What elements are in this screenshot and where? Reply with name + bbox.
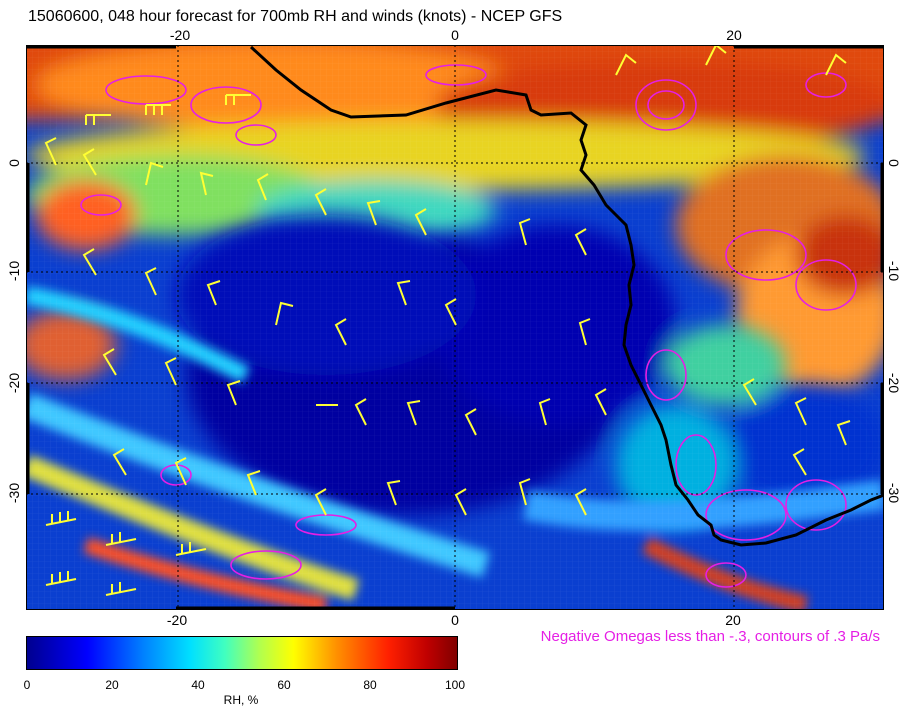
lon-tick-bottom: -20 bbox=[166, 612, 188, 628]
page-title: 15060600, 048 hour forecast for 700mb RH… bbox=[28, 8, 563, 25]
omega-note: Negative Omegas less than -.3, contours … bbox=[540, 628, 880, 645]
lat-tick-left: 0 bbox=[6, 159, 22, 167]
lat-tick-right: -20 bbox=[886, 372, 902, 394]
forecast-map bbox=[26, 45, 884, 610]
colorbar-tick: 20 bbox=[105, 678, 119, 692]
colorbar-tick: 40 bbox=[191, 678, 205, 692]
lon-tick-top: 0 bbox=[451, 27, 459, 43]
lon-tick-bottom: 0 bbox=[451, 612, 459, 628]
frame-ticks bbox=[26, 45, 884, 610]
colorbar-label: RH, % bbox=[223, 693, 259, 707]
colorbar-tick: 0 bbox=[23, 678, 31, 692]
lon-tick-top: -20 bbox=[169, 27, 191, 43]
lat-tick-right: -30 bbox=[886, 482, 902, 504]
colorbar-tick: 80 bbox=[363, 678, 377, 692]
colorbar-tick: 100 bbox=[444, 678, 466, 692]
rh-colorbar bbox=[26, 636, 458, 670]
wind-barbs bbox=[44, 45, 851, 596]
lat-tick-right: -10 bbox=[886, 260, 902, 282]
lon-tick-bottom: 20 bbox=[725, 612, 741, 628]
lon-tick-top: 20 bbox=[726, 27, 742, 43]
lat-tick-right: 0 bbox=[886, 159, 902, 167]
coastline bbox=[249, 45, 884, 547]
colorbar-tick: 60 bbox=[277, 678, 291, 692]
lat-tick-left: -30 bbox=[6, 482, 22, 504]
graticule bbox=[26, 45, 884, 610]
rh-wind-map bbox=[26, 45, 884, 610]
lat-tick-left: -10 bbox=[6, 260, 22, 282]
lat-tick-left: -20 bbox=[6, 372, 22, 394]
